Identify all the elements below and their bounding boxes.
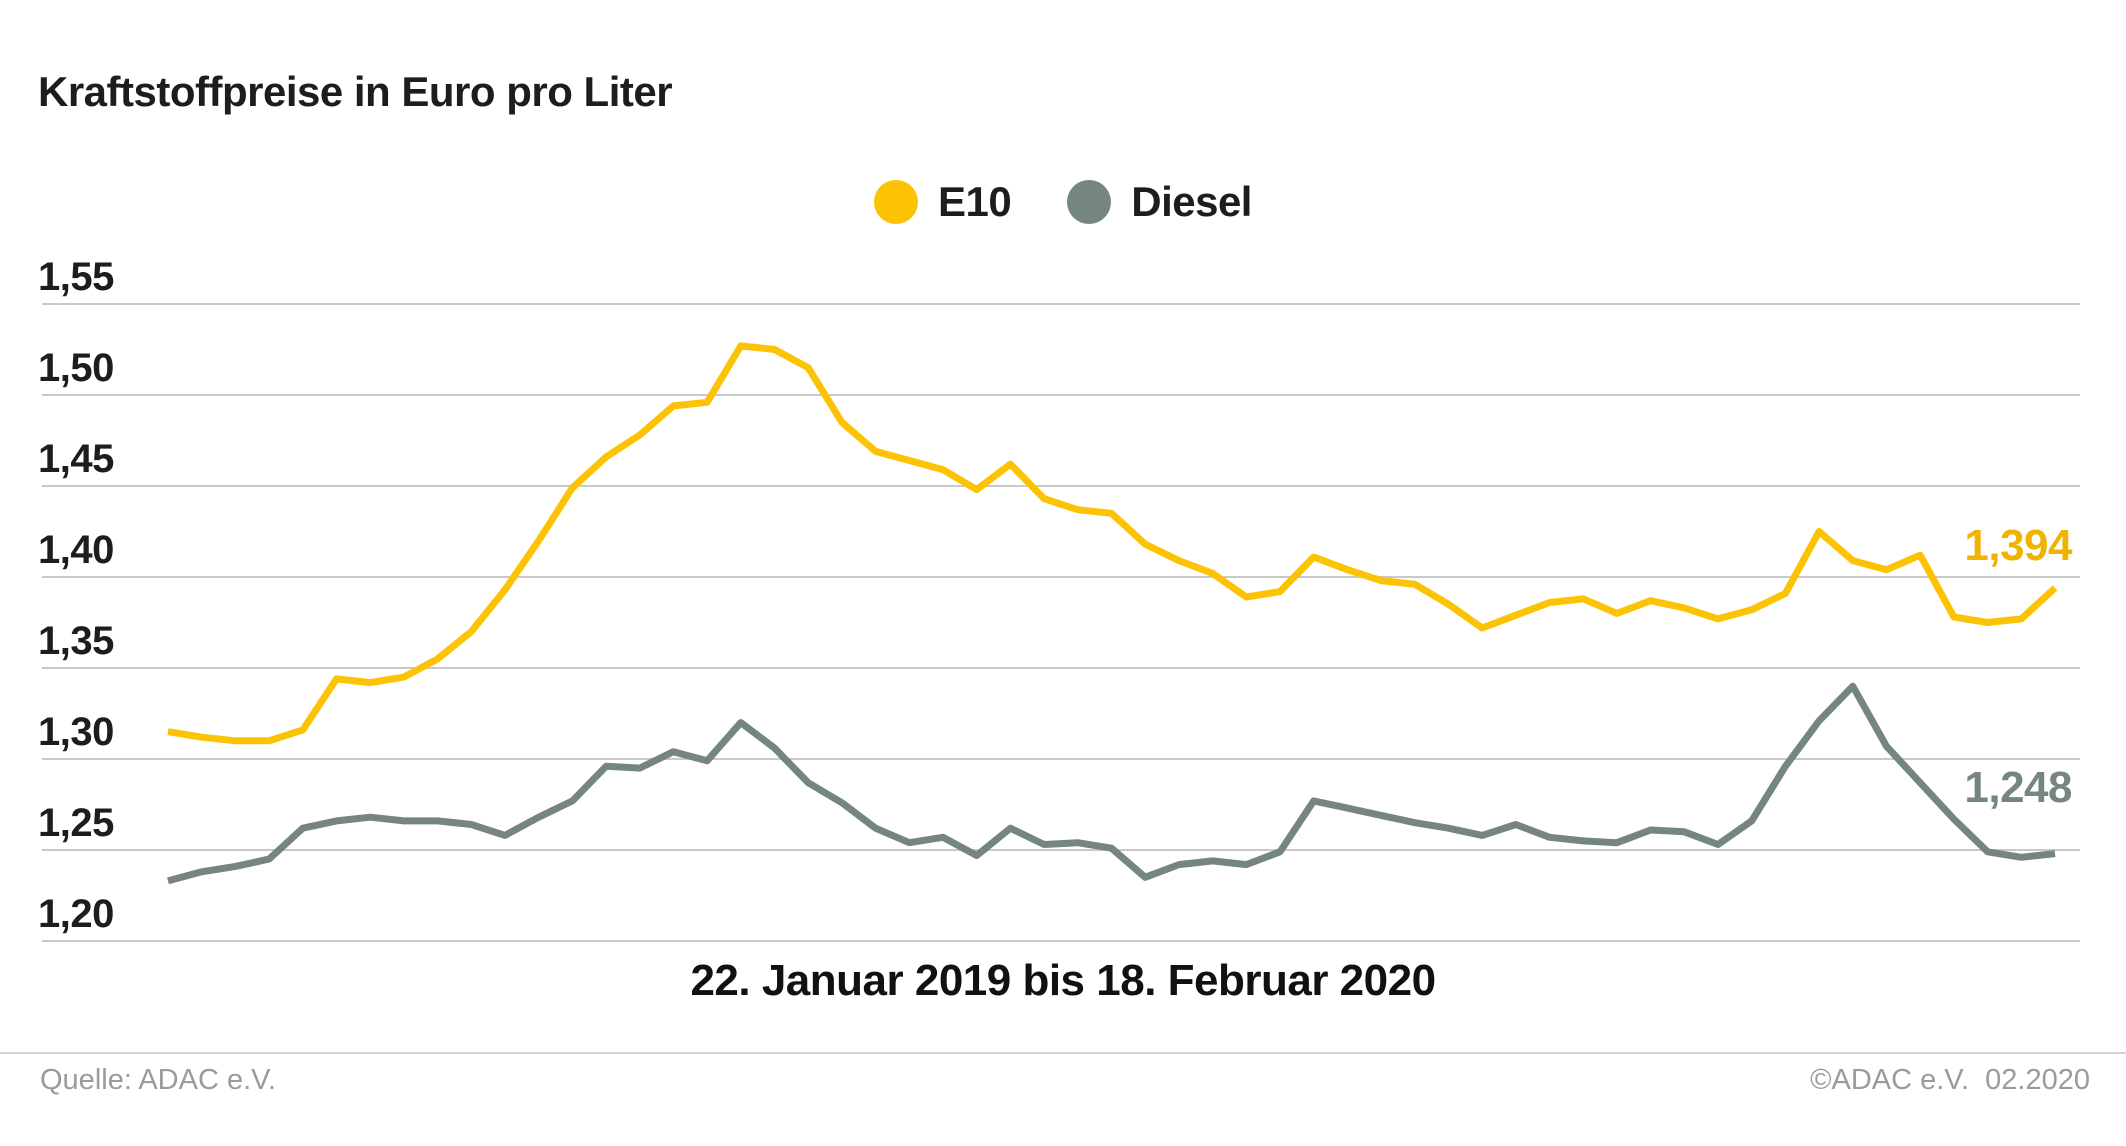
copyright-note: ©ADAC e.V. 02.2020 (1810, 1064, 2090, 1096)
y-tick-label: 1,35 (38, 619, 114, 663)
y-tick-label: 1,55 (38, 255, 114, 299)
e10-color-dot-icon (874, 180, 918, 224)
y-tick-label: 1,50 (38, 346, 114, 390)
diesel-line (167, 682, 2056, 885)
legend: E10 Diesel (0, 178, 2126, 226)
e10-line (167, 342, 2058, 745)
y-tick-label: 1,45 (38, 437, 114, 481)
x-axis-caption: 22. Januar 2019 bis 18. Februar 2020 (690, 956, 1436, 1005)
legend-item-e10: E10 (874, 178, 1012, 226)
legend-label-e10: E10 (938, 178, 1012, 225)
source-note: Quelle: ADAC e.V. (40, 1064, 276, 1096)
footer-divider (0, 1052, 2126, 1054)
y-tick-label: 1,20 (38, 892, 114, 936)
diesel-color-dot-icon (1067, 180, 1112, 224)
diesel-end-value: 1,248 (1964, 762, 2072, 812)
y-tick-label: 1,25 (38, 801, 114, 845)
y-tick-label: 1,40 (38, 528, 114, 572)
e10-end-value: 1,394 (1964, 520, 2072, 570)
page-title: Kraftstoffpreise in Euro pro Liter (38, 68, 673, 115)
y-tick-label: 1,30 (38, 710, 114, 754)
legend-item-diesel: Diesel (1067, 178, 1252, 226)
legend-label-diesel: Diesel (1131, 178, 1252, 225)
